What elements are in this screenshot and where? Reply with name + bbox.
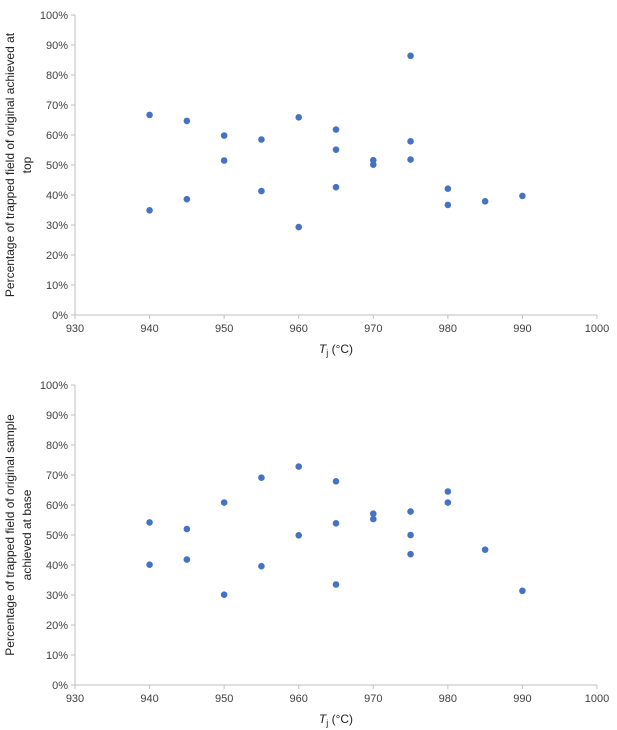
y-tick-label: 60%: [46, 500, 68, 512]
x-axis-label-unit: (°C): [328, 342, 353, 356]
data-point: [407, 156, 414, 163]
data-point: [332, 581, 340, 588]
y-tick-label: 40%: [46, 190, 68, 202]
x-axis-label-subscript: j: [325, 348, 328, 358]
x-tick-label: 1000: [585, 693, 609, 705]
y-tick-label: 60%: [46, 130, 68, 142]
data-point: [220, 157, 228, 164]
data-point: [481, 546, 489, 553]
y-tick-label: 70%: [46, 100, 68, 112]
data-point: [146, 561, 153, 568]
y-tick-label: 100%: [40, 10, 68, 22]
data-point: [407, 531, 414, 539]
y-axis-label: Percentage of trapped field of original …: [3, 414, 34, 656]
x-axis-label-subscript: j: [325, 718, 328, 728]
y-tick-label: 0%: [52, 310, 68, 322]
y-axis-label-line: Percentage of trapped field of original …: [3, 32, 17, 297]
x-axis-label-symbol: T: [319, 342, 328, 356]
data-point: [220, 499, 228, 506]
data-point: [407, 508, 414, 515]
y-tick-label: 20%: [46, 620, 68, 632]
data-point: [332, 183, 340, 191]
y-tick-label: 10%: [46, 280, 68, 292]
data-point: [332, 478, 340, 485]
y-tick-label: 10%: [46, 650, 68, 662]
data-point: [369, 510, 377, 517]
data-point: [519, 587, 526, 595]
data-point: [295, 463, 303, 470]
data-point: [444, 201, 452, 209]
data-point: [332, 520, 340, 527]
x-axis-label: Tj (°C): [319, 712, 353, 728]
data-point: [183, 117, 191, 125]
x-tick-label: 930: [66, 693, 84, 705]
data-point: [220, 132, 228, 139]
x-tick-label: 950: [215, 323, 233, 335]
y-tick-label: 30%: [46, 590, 68, 602]
y-tick-label: 70%: [46, 470, 68, 482]
y-tick-label: 20%: [46, 250, 68, 262]
data-point: [258, 187, 265, 195]
y-axis-label-line: achieved at base: [20, 489, 34, 580]
x-tick-label: 960: [290, 693, 308, 705]
data-point: [519, 192, 526, 200]
data-point: [258, 136, 265, 143]
x-tick-label: 940: [140, 693, 158, 705]
data-point: [146, 207, 153, 214]
x-tick-label: 1000: [585, 323, 609, 335]
x-tick-label: 970: [364, 693, 382, 705]
x-axis-label-symbol: T: [319, 712, 328, 726]
data-point: [407, 138, 414, 145]
data-point: [183, 556, 191, 563]
data-point: [146, 519, 153, 526]
x-tick-label: 990: [513, 693, 531, 705]
data-point: [369, 161, 377, 168]
data-point: [481, 198, 489, 205]
chart-top: 0% 10% 20% 30% 40% 50% 60% 70% 80% 90% 100% 930 940 9…: [3, 10, 609, 358]
data-point: [295, 114, 303, 121]
data-point: [220, 591, 228, 598]
data-point: [258, 562, 265, 570]
x-tick-label: 950: [215, 693, 233, 705]
x-axis-label: Tj (°C): [319, 342, 353, 358]
data-point: [444, 499, 452, 506]
data-point: [407, 52, 414, 60]
data-point: [183, 195, 191, 203]
y-axis-label-line: Percentage of trapped field of original …: [3, 414, 17, 656]
data-point: [258, 474, 265, 482]
data-point: [295, 223, 303, 231]
y-tick-label: 100%: [40, 380, 68, 392]
y-tick-label: 30%: [46, 220, 68, 232]
x-tick-label: 970: [364, 323, 382, 335]
data-point: [332, 126, 340, 133]
data-point: [369, 515, 377, 523]
y-tick-label: 50%: [46, 160, 68, 172]
x-tick-label: 990: [513, 323, 531, 335]
x-tick-label: 980: [439, 323, 457, 335]
y-axis-label-line: top: [20, 156, 34, 173]
y-tick-label: 40%: [46, 560, 68, 572]
x-tick-label: 940: [140, 323, 158, 335]
data-point: [444, 488, 452, 495]
x-axis-label-unit: (°C): [328, 712, 353, 726]
y-tick-label: 90%: [46, 40, 68, 52]
x-tick-label: 980: [439, 693, 457, 705]
y-tick-label: 0%: [52, 680, 68, 692]
y-tick-label: 50%: [46, 530, 68, 542]
y-axis-label: Percentage of trapped field of original …: [3, 32, 34, 297]
y-tick-label: 90%: [46, 410, 68, 422]
y-tick-label: 80%: [46, 440, 68, 452]
x-tick-label: 930: [66, 323, 84, 335]
chart-base: 0% 10% 20% 30% 40% 50% 60% 70% 80% 90% 100% 930 940 9…: [3, 380, 609, 728]
data-point: [332, 146, 340, 153]
data-point: [295, 532, 303, 539]
y-tick-label: 80%: [46, 70, 68, 82]
x-tick-label: 960: [290, 323, 308, 335]
data-point: [146, 111, 153, 119]
data-point: [407, 550, 414, 558]
data-point: [444, 185, 452, 192]
data-point: [183, 525, 191, 533]
